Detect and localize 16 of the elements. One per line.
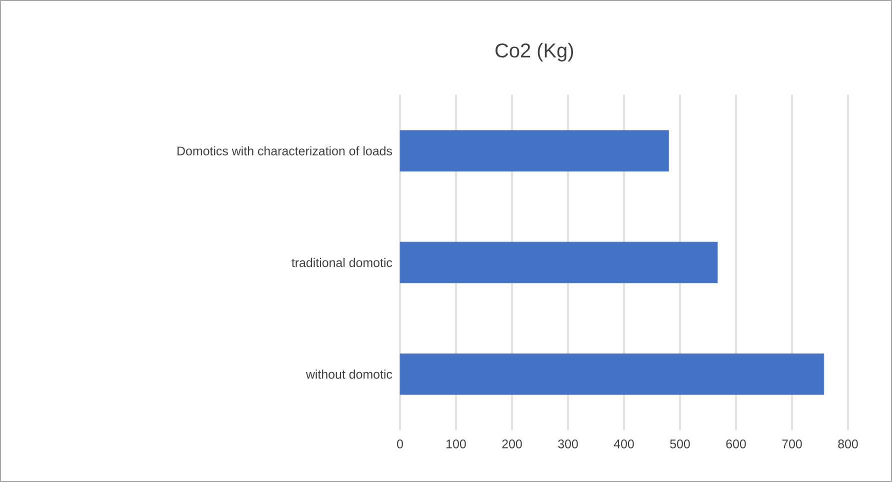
- x-tick-label: 400: [614, 440, 634, 448]
- bar: [400, 130, 670, 172]
- bar: [400, 353, 824, 395]
- x-tick-label: 600: [726, 440, 746, 448]
- x-tick-label: 100: [446, 440, 466, 448]
- y-tick-label: traditional domotic: [292, 258, 392, 268]
- x-tick-label: 800: [838, 440, 858, 448]
- y-tick-label: Domotics with characterization of loads: [178, 146, 392, 156]
- x-tick-label: 700: [782, 440, 802, 448]
- x-tick-label: 300: [558, 440, 578, 448]
- x-tick-label: 200: [502, 440, 522, 448]
- x-tick-label: 500: [670, 440, 690, 448]
- x-tick-label: 0: [397, 440, 403, 448]
- bar: [400, 242, 718, 284]
- y-tick-label: without domotic: [306, 370, 392, 379]
- chart-title: Co2 (Kg): [496, 42, 574, 62]
